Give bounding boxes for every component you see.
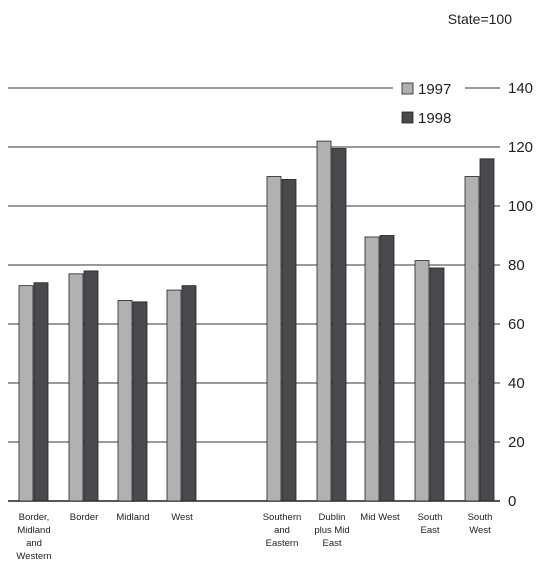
- y-tick-label: 80: [508, 257, 525, 274]
- bar-1998: [429, 267, 445, 502]
- bar-1998: [132, 301, 148, 502]
- bar-1997: [68, 273, 84, 502]
- bar-1998: [479, 158, 495, 502]
- unit-label: State=100: [448, 11, 512, 27]
- category-label: Midland: [116, 512, 149, 523]
- y-tick-label: 140: [508, 80, 533, 97]
- bar-1997: [18, 285, 34, 502]
- y-tick-label: 20: [508, 434, 525, 451]
- bar-1997: [414, 260, 430, 502]
- bar-1998: [83, 270, 99, 502]
- y-tick-label: 120: [508, 139, 533, 156]
- bar-1997: [266, 176, 282, 502]
- bar-1997: [166, 289, 182, 502]
- y-axis-ticks: 0 20 40 60 80 100 120 140: [508, 80, 533, 510]
- category-label: Southern and Eastern: [263, 512, 302, 549]
- y-tick-label: 100: [508, 198, 533, 215]
- bar-1997: [316, 140, 332, 502]
- bars: [18, 140, 495, 502]
- bar-1998: [331, 148, 347, 502]
- legend-swatch-1997: [401, 82, 414, 95]
- y-tick-label: 40: [508, 375, 525, 392]
- category-label: Border: [70, 512, 99, 523]
- category-label: Dublin plus Mid East: [314, 512, 349, 549]
- category-label: Mid West: [360, 512, 400, 523]
- y-tick-label: 60: [508, 316, 525, 333]
- bar-1998: [281, 179, 297, 502]
- legend-label-1997: 1997: [418, 81, 451, 98]
- category-label: South West: [468, 512, 493, 536]
- category-labels: Border, Midland and Western Border Midland Wes…: [16, 512, 492, 562]
- bar-1998: [33, 282, 49, 502]
- bar-1997: [464, 176, 480, 502]
- legend-label-1998: 1998: [418, 110, 451, 127]
- legend: 1997 1998: [401, 81, 451, 127]
- category-label: Border, Midland and Western: [16, 512, 51, 562]
- bar-1998: [379, 235, 395, 502]
- y-tick-label: 0: [508, 493, 516, 510]
- category-label: South East: [418, 512, 443, 536]
- bar-1997: [364, 236, 380, 502]
- category-label: West: [171, 512, 193, 523]
- bar-1998: [181, 285, 197, 502]
- legend-swatch-1998: [401, 111, 414, 124]
- bar-1997: [117, 299, 133, 502]
